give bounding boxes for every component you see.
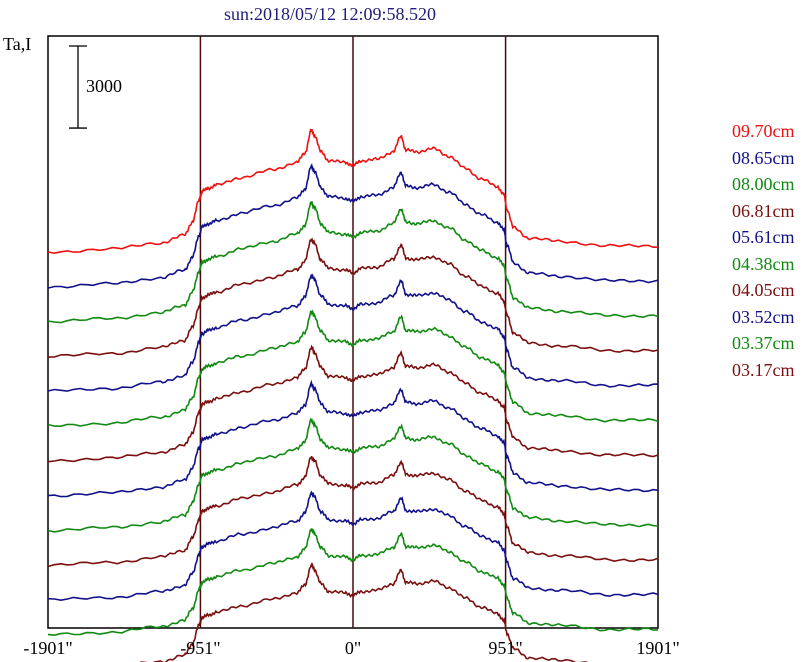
series-lines <box>47 128 659 662</box>
series-line-06.81cm <box>47 237 659 358</box>
y-axis-label: Ta,I <box>3 34 32 54</box>
x-tick-label: 951" <box>488 638 523 658</box>
legend-entry: 09.70cm <box>732 121 795 141</box>
series-line-04.38cm <box>47 309 659 428</box>
x-tick-label: -1901" <box>23 638 73 658</box>
series-line-unlabeled-12 <box>139 562 589 662</box>
chart-title: sun:2018/05/12 12:09:58.520 <box>223 4 436 24</box>
series-line-03.52cm <box>47 379 659 498</box>
legend: 09.70cm 08.65cm 08.00cm 06.81cm 05.61cm 04.38… <box>732 118 795 383</box>
legend-entry: 06.81cm <box>732 200 795 221</box>
legend-entry: 03.52cm <box>732 306 795 327</box>
series-line-04.05cm <box>47 344 659 463</box>
legend-entry: 05.61cm <box>732 227 795 247</box>
scale-bar-label: 3000 <box>86 76 122 96</box>
x-tick-label: -951" <box>180 638 221 658</box>
x-tick-label: 1901" <box>636 638 680 658</box>
series-line-03.17cm <box>47 455 659 568</box>
legend-entry: 03.37cm <box>732 333 795 353</box>
legend-entry: 08.00cm <box>732 174 795 194</box>
series-line-unlabeled-11 <box>47 528 659 637</box>
series-line-03.37cm <box>47 417 659 533</box>
series-line-unlabeled-10 <box>47 490 659 602</box>
series-line-08.00cm <box>47 200 659 324</box>
legend-entry: 03.17cm <box>732 359 795 380</box>
x-tick-label: 0" <box>344 638 362 658</box>
vertical-reference-lines <box>199 36 507 628</box>
legend-entry: 08.65cm <box>732 147 795 168</box>
series-line-09.70cm <box>47 128 659 255</box>
legend-entry: 04.05cm <box>732 280 795 300</box>
series-line-05.61cm <box>47 273 659 392</box>
series-line-08.65cm <box>47 162 659 289</box>
scale-bar <box>69 45 87 129</box>
legend-entry: 04.38cm <box>732 253 795 274</box>
